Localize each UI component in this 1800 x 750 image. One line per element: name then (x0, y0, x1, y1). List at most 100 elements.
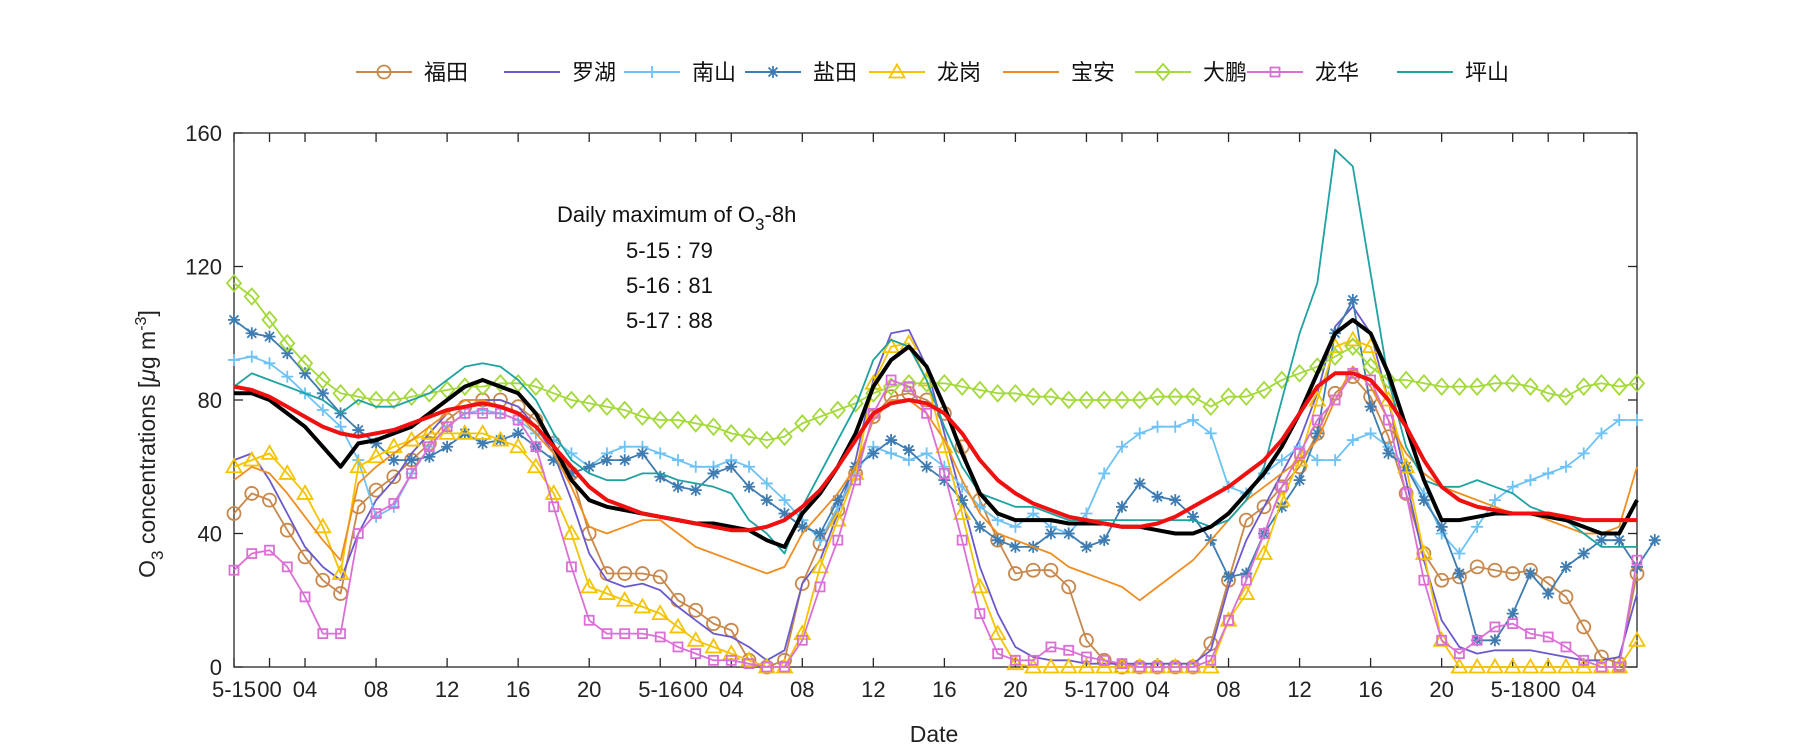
data-point (1346, 293, 1359, 306)
data-point (1450, 657, 1469, 674)
data-point (1096, 390, 1113, 410)
data-point (350, 387, 367, 407)
data-point (796, 520, 809, 533)
data-point (331, 564, 350, 580)
data-point (1238, 387, 1255, 407)
data-point (1294, 447, 1305, 459)
data-point (403, 387, 420, 407)
y-tick-label: 120 (185, 255, 222, 280)
data-point (226, 506, 242, 521)
data-point (261, 310, 278, 330)
data-point (1149, 387, 1166, 407)
data-point (1488, 634, 1501, 647)
data-point (687, 413, 704, 433)
series-markers-7 (228, 367, 1643, 673)
data-point (1556, 657, 1576, 674)
data-point (671, 454, 684, 467)
data-point (228, 353, 240, 366)
data-point (228, 564, 240, 576)
data-point (743, 658, 755, 670)
data-point (689, 484, 702, 497)
data-point (1454, 648, 1465, 660)
data-point (1187, 414, 1200, 427)
data-point (1397, 457, 1416, 474)
data-point (814, 581, 826, 593)
series-line-10 (233, 371, 1637, 533)
x-tick-label: 20 (1429, 677, 1453, 702)
data-point (242, 450, 261, 467)
x-tick-label: 20 (577, 677, 601, 702)
data-point (1326, 347, 1344, 366)
y-tick-label: 0 (210, 655, 222, 680)
data-point (1205, 654, 1217, 666)
data-point (476, 437, 489, 450)
data-point (1080, 540, 1093, 553)
data-point (473, 424, 492, 440)
data-point (1558, 589, 1574, 605)
data-point (885, 374, 897, 386)
annotation-line-3: 5-17 : 88 (626, 308, 713, 333)
x-tick-label: 12 (861, 677, 885, 702)
data-point (1291, 363, 1308, 383)
x-tick-label: 5-18 (1491, 677, 1535, 702)
data-point (938, 468, 950, 479)
data-point (1329, 394, 1341, 406)
data-point (919, 392, 935, 408)
data-point (740, 427, 758, 447)
data-point (598, 397, 616, 417)
data-point (1540, 383, 1557, 403)
data-point (671, 480, 684, 493)
data-point (563, 390, 580, 410)
data-point (1364, 400, 1377, 413)
data-point (1258, 528, 1270, 539)
data-point (953, 377, 971, 397)
data-point (1488, 494, 1501, 507)
data-point (902, 454, 915, 467)
data-point (1434, 572, 1450, 588)
data-point (1379, 390, 1398, 407)
data-point (512, 427, 525, 440)
data-point (1648, 534, 1661, 547)
legend-label-5: 宝安 (1071, 61, 1115, 86)
data-point (315, 572, 331, 588)
legend-label-6: 大鹏 (1203, 61, 1247, 86)
data-point (530, 441, 542, 453)
data-point (635, 566, 650, 581)
data-point (1596, 661, 1607, 673)
data-point (1505, 566, 1521, 581)
data-point (1080, 507, 1093, 520)
data-point (1134, 661, 1146, 673)
data-point (633, 597, 652, 614)
data-point (402, 430, 421, 447)
data-point (778, 507, 791, 520)
data-point (1311, 454, 1324, 467)
data-point (953, 504, 972, 520)
data-point (831, 494, 844, 507)
data-point (1487, 562, 1503, 578)
data-point (989, 383, 1006, 403)
data-point (1524, 567, 1537, 580)
legend-label-1: 罗湖 (572, 61, 616, 86)
series-line-7 (233, 372, 1638, 668)
data-point (1471, 634, 1483, 646)
data-point (1010, 654, 1021, 666)
data-point (796, 634, 808, 646)
data-point (1524, 474, 1537, 487)
x-tick-label: 16 (1358, 677, 1382, 702)
x-axis-title: Date (910, 721, 959, 747)
data-point (704, 637, 723, 654)
data-point (885, 434, 898, 447)
data-point (1575, 377, 1592, 397)
data-point (332, 383, 349, 403)
data-point (1204, 427, 1217, 440)
data-point (618, 440, 631, 453)
data-point (316, 387, 329, 400)
x-tick-label: 04 (719, 677, 743, 702)
data-point (832, 534, 844, 546)
annotation-line-2: 5-16 : 81 (626, 273, 713, 298)
data-point (562, 524, 581, 540)
data-point (228, 313, 240, 326)
data-point (1611, 377, 1628, 397)
data-point (1542, 631, 1554, 643)
data-point (723, 424, 740, 443)
